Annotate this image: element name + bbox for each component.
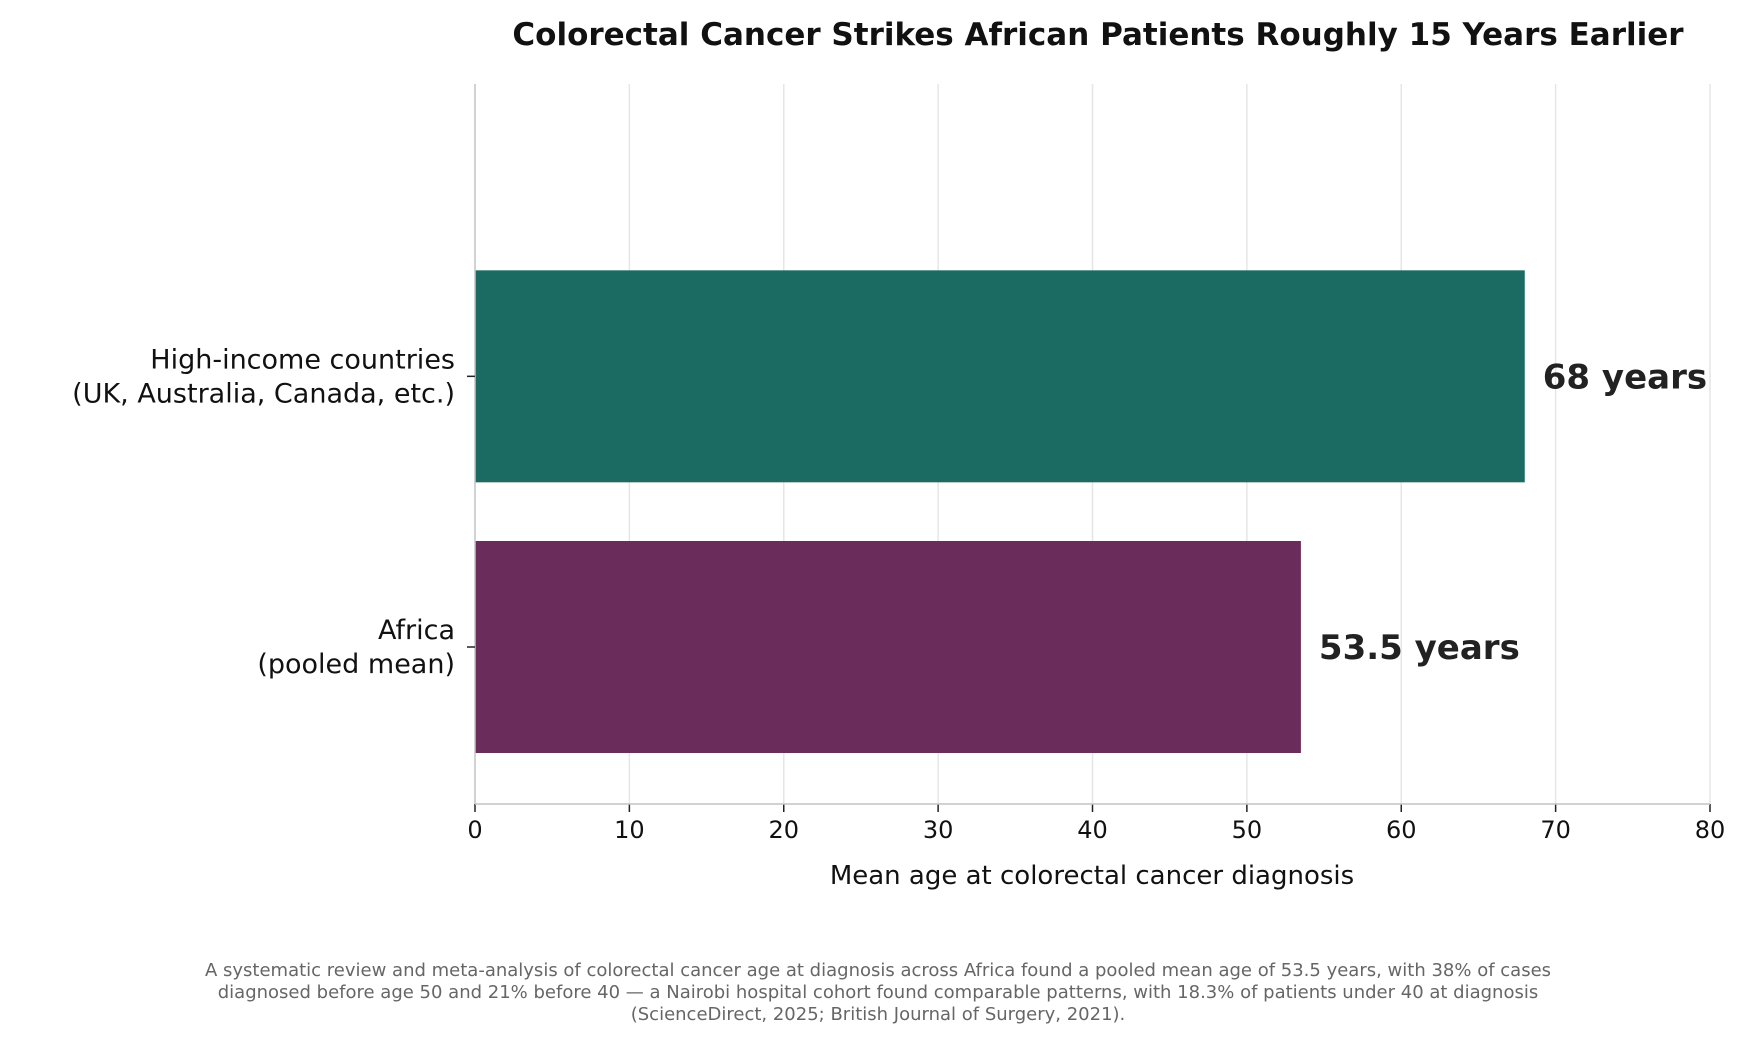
chart-title: Colorectal Cancer Strikes African Patien… <box>512 17 1684 53</box>
value-label: 68 years <box>1543 357 1707 397</box>
x-tick-label: 50 <box>1232 816 1263 844</box>
caption: A systematic review and meta-analysis of… <box>204 960 1552 1025</box>
category-label: High-income countries <box>150 344 455 375</box>
bar <box>475 541 1301 754</box>
x-tick-label: 30 <box>923 816 954 844</box>
x-axis-label: Mean age at colorectal cancer diagnosis <box>830 861 1354 891</box>
bars <box>475 270 1525 754</box>
x-tick-label: 0 <box>467 816 482 844</box>
category-label: (UK, Australia, Canada, etc.) <box>72 378 455 409</box>
x-tick-label: 40 <box>1077 816 1108 844</box>
bar <box>475 270 1525 483</box>
value-label: 53.5 years <box>1319 628 1520 668</box>
x-tick-label: 20 <box>768 816 799 844</box>
labels: 0 10 20 30 40 50 60 70 80 High-income countries(U… <box>72 344 1725 844</box>
x-tick-label: 10 <box>614 816 645 844</box>
x-tick-label: 70 <box>1540 816 1571 844</box>
axes <box>467 84 1711 812</box>
x-tick-label: 60 <box>1386 816 1417 844</box>
category-label: (pooled mean) <box>257 649 455 680</box>
x-tick-label: 80 <box>1695 816 1726 844</box>
category-label: Africa <box>378 615 455 646</box>
